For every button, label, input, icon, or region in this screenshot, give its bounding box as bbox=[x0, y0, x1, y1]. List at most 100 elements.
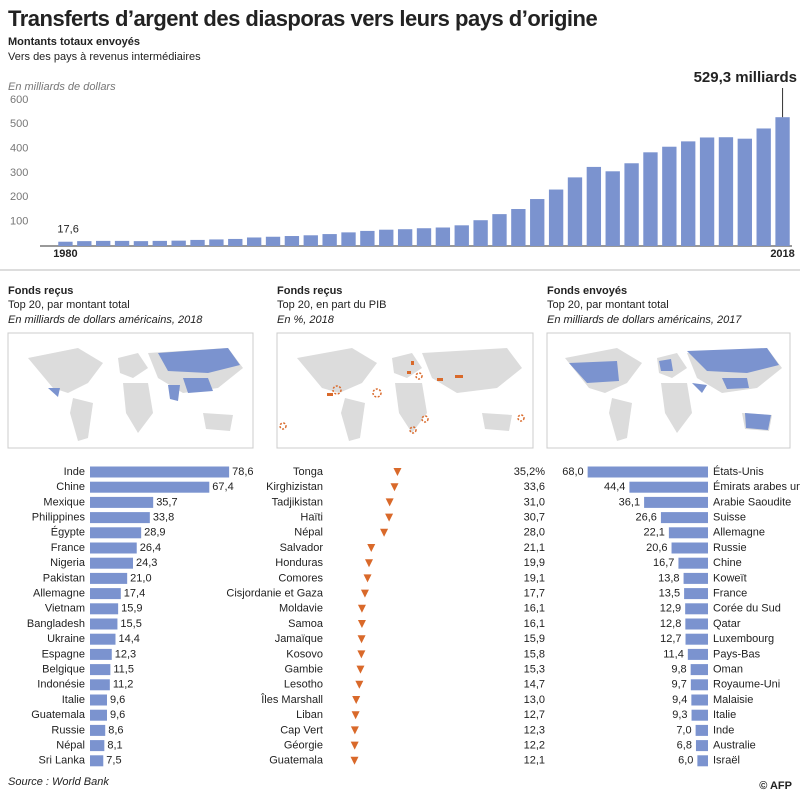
bar bbox=[775, 117, 790, 246]
bar bbox=[690, 679, 708, 691]
marker bbox=[357, 604, 366, 613]
bar bbox=[171, 240, 186, 246]
map bbox=[276, 332, 534, 449]
bar bbox=[114, 240, 130, 246]
value-label: 21,0 bbox=[130, 572, 151, 584]
category-label: Russie bbox=[51, 724, 85, 736]
value-label: 78,6 bbox=[232, 466, 253, 478]
value-label: 35,7 bbox=[156, 496, 177, 508]
bar bbox=[690, 664, 708, 676]
axis-label: En milliards de dollars bbox=[8, 81, 116, 93]
category-label: Pays-Bas bbox=[713, 648, 761, 660]
bar bbox=[454, 225, 469, 246]
value-label: 16,1 bbox=[524, 603, 545, 615]
marker bbox=[350, 726, 359, 735]
bar bbox=[90, 481, 210, 493]
y-tick-label: 200 bbox=[10, 191, 28, 203]
category-label: Kirghizistan bbox=[266, 481, 323, 493]
category-label: Guatemala bbox=[31, 709, 86, 721]
value-label: 9,3 bbox=[672, 709, 687, 721]
category-label: Oman bbox=[713, 664, 743, 676]
bar bbox=[678, 557, 708, 569]
category-label: Suisse bbox=[713, 512, 746, 524]
bar bbox=[190, 239, 205, 246]
category-label: Philippines bbox=[32, 512, 86, 524]
chart-title: Fonds envoyés bbox=[547, 285, 627, 297]
chart-note: En milliards de dollars américains, 2017 bbox=[547, 314, 742, 326]
bar bbox=[152, 240, 167, 246]
bar bbox=[718, 137, 734, 246]
bar bbox=[90, 679, 110, 691]
marker bbox=[390, 483, 399, 492]
bar bbox=[511, 209, 526, 246]
bar bbox=[662, 146, 677, 246]
chart-note: En milliards de dollars américains, 2018 bbox=[8, 314, 203, 326]
marker bbox=[357, 620, 366, 628]
bar bbox=[737, 138, 752, 246]
bar bbox=[435, 227, 451, 246]
chart-subtitle: Top 20, par montant total bbox=[547, 299, 669, 311]
category-label: France bbox=[51, 542, 85, 554]
value-label: 30,7 bbox=[524, 512, 545, 524]
bar bbox=[90, 512, 150, 524]
category-label: Bangladesh bbox=[27, 618, 85, 630]
category-label: Liban bbox=[296, 709, 323, 721]
category-label: Sri Lanka bbox=[39, 755, 86, 767]
value-label: 529,3 milliards bbox=[694, 69, 797, 86]
marker bbox=[355, 680, 364, 689]
marker bbox=[357, 635, 366, 644]
bar bbox=[90, 588, 121, 600]
value-label: 17,7 bbox=[524, 588, 545, 600]
value-label: 7,5 bbox=[106, 755, 121, 767]
bar bbox=[624, 163, 639, 246]
bar bbox=[90, 496, 154, 508]
category-label: Tonga bbox=[293, 466, 324, 478]
value-label: 12,2 bbox=[524, 740, 545, 752]
category-label: Népal bbox=[56, 740, 85, 752]
y-tick-label: 500 bbox=[10, 118, 28, 130]
marker bbox=[367, 544, 376, 552]
bar bbox=[699, 137, 715, 246]
main-title: Transferts d’argent des diasporas vers l… bbox=[8, 6, 597, 31]
value-label: 26,6 bbox=[635, 512, 656, 524]
value-label: 20,6 bbox=[646, 542, 667, 554]
bar bbox=[629, 481, 708, 493]
category-label: Haïti bbox=[300, 512, 323, 524]
bar bbox=[681, 141, 696, 246]
value-label: 6,0 bbox=[678, 755, 693, 767]
category-label: Cap Vert bbox=[280, 724, 323, 736]
value-label: 12,7 bbox=[524, 709, 545, 721]
category-label: Mexique bbox=[43, 496, 85, 508]
source: Source : World Bank bbox=[8, 776, 109, 788]
chart-subtitle: Vers des pays à revenus intermédiaires bbox=[8, 51, 201, 63]
bar bbox=[605, 171, 620, 246]
map bbox=[546, 332, 791, 449]
value-label: 6,8 bbox=[677, 740, 692, 752]
value-label: 8,1 bbox=[107, 740, 122, 752]
bar bbox=[643, 152, 658, 246]
bar bbox=[397, 229, 413, 246]
category-label: Qatar bbox=[713, 618, 741, 630]
category-label: Vietnam bbox=[45, 603, 85, 615]
value-label: 15,9 bbox=[121, 603, 142, 615]
bar bbox=[473, 220, 488, 246]
bar bbox=[567, 177, 583, 246]
bar bbox=[756, 128, 771, 246]
bar bbox=[90, 740, 105, 752]
bar bbox=[90, 694, 107, 706]
category-label: Russie bbox=[713, 542, 747, 554]
category-label: Salvador bbox=[280, 542, 324, 554]
category-label: Chine bbox=[713, 557, 742, 569]
value-label: 33,8 bbox=[153, 512, 174, 524]
category-label: Moldavie bbox=[279, 603, 323, 615]
category-label: Pakistan bbox=[43, 572, 85, 584]
chart-title: Montants totaux envoyés bbox=[8, 36, 140, 48]
value-label: 13,5 bbox=[659, 588, 680, 600]
marker bbox=[385, 513, 394, 522]
category-label: Allemagne bbox=[33, 588, 85, 600]
category-label: Indonésie bbox=[37, 679, 85, 691]
bar bbox=[90, 603, 119, 615]
marker bbox=[393, 468, 402, 476]
value-label: 15,5 bbox=[120, 618, 141, 630]
